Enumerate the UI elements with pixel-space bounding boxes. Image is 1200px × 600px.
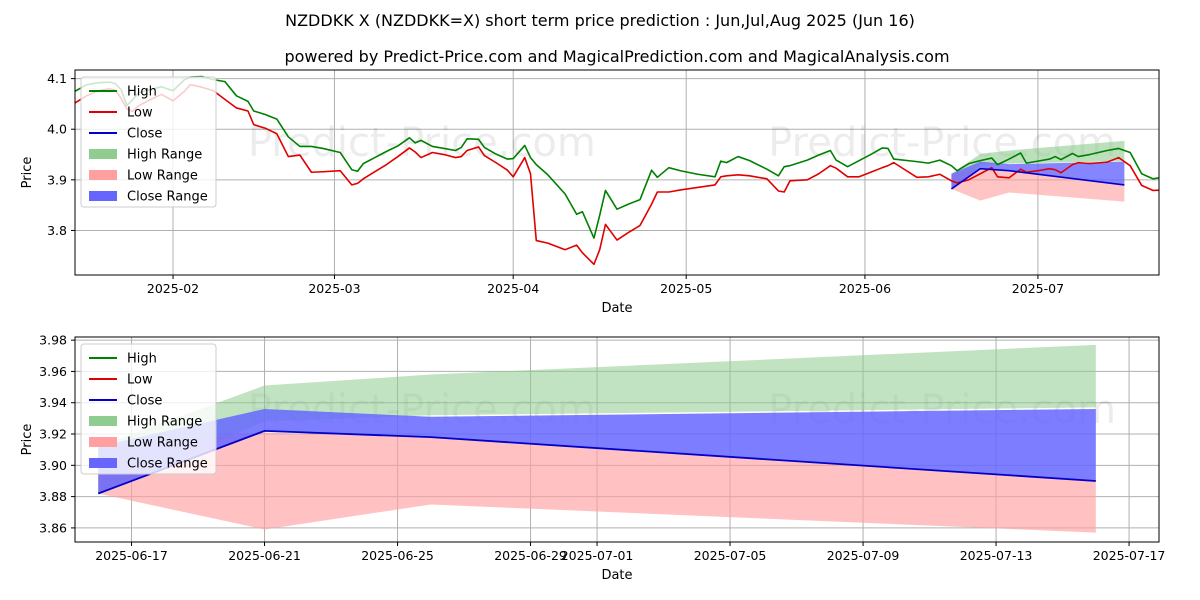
- legend-label: High: [127, 85, 157, 100]
- legend-label: Low: [127, 373, 153, 388]
- y-tick-label: 4.0: [47, 122, 67, 137]
- y-tick-label: 3.90: [39, 458, 67, 473]
- legend-low-range-swatch: [89, 170, 117, 180]
- chart-title: NZDDKK X (NZDDKK=X) short term price pre…: [285, 11, 915, 30]
- forecast-plot-area: [97, 344, 1096, 533]
- legend-label: High: [127, 352, 157, 367]
- legend-high-range-swatch: [89, 416, 117, 426]
- legend-close-range-swatch: [89, 458, 117, 468]
- y-tick-label: 3.94: [39, 395, 67, 410]
- legend-label: Close Range: [127, 190, 208, 205]
- x-tick-label: 2025-06-21: [228, 548, 301, 563]
- x-tick-label: 2025-07-01: [561, 548, 634, 563]
- x-axis-label: Date: [601, 568, 632, 583]
- x-tick-label: 2025-06-29: [494, 548, 567, 563]
- plot-frame: [74, 69, 1160, 276]
- high-range-band: [951, 140, 1125, 189]
- x-tick-label: 2025-03: [308, 281, 360, 296]
- forecast-panel: 2025-06-17 2025-06-21 2025-06-25 2025-06-29…: [20, 333, 1165, 583]
- watermark: Predict-Price.com: [248, 120, 596, 166]
- x-axis-label: Date: [601, 301, 632, 316]
- legend-label: Low Range: [127, 169, 198, 184]
- close-series-line: [950, 167, 1125, 190]
- x-tick-label: 2025-07: [1012, 281, 1064, 296]
- legend-low-range-swatch: [89, 437, 117, 447]
- x-tick-label: 2025-07-13: [960, 548, 1033, 563]
- y-tick-label: 3.9: [47, 172, 67, 187]
- y-tick-label: 3.96: [39, 364, 67, 379]
- close-range-band: [98, 408, 1096, 494]
- y-axis-label: Price: [20, 424, 35, 456]
- x-tick-label: 2025-07-09: [827, 548, 900, 563]
- y-axis-label: Price: [20, 157, 35, 189]
- y-tick-label: 3.92: [39, 427, 67, 442]
- x-tick-label: 2025-06-25: [361, 548, 434, 563]
- x-tick-label: 2025-05: [660, 281, 712, 296]
- y-tick-label: 4.1: [47, 71, 67, 86]
- legend-label: Low Range: [127, 436, 198, 451]
- legend-close-range-swatch: [89, 191, 117, 201]
- legend-label: Close: [127, 394, 162, 409]
- x-tick-label: 2025-02: [147, 281, 199, 296]
- x-tick-label: 2025-07-17: [1093, 548, 1166, 563]
- y-tick-label: 3.88: [39, 489, 67, 504]
- low-range-band: [98, 432, 1096, 533]
- legend-label: Close Range: [127, 457, 208, 472]
- chart-subtitle: powered by Predict-Price.com and Magical…: [284, 47, 949, 66]
- legend-label: High Range: [127, 415, 202, 430]
- high-range-band: [98, 344, 1096, 494]
- y-tick-label: 3.8: [47, 223, 67, 238]
- legend-label: High Range: [127, 148, 202, 163]
- history-panel: 2025-02 2025-03 2025-04 2025-05 2025-06 2025-…: [20, 69, 1160, 316]
- x-tick-label: 2025-06: [839, 281, 891, 296]
- legend-label: Low: [127, 106, 153, 121]
- plot-frame: [74, 336, 1160, 543]
- close-range-band: [951, 161, 1125, 189]
- y-tick-label: 3.86: [39, 520, 67, 535]
- legend-label: Close: [127, 127, 162, 142]
- x-tick-label: 2025-06-17: [95, 548, 168, 563]
- legend-high-range-swatch: [89, 149, 117, 159]
- low-range-band: [951, 169, 1125, 202]
- y-tick-label: 3.98: [39, 333, 67, 348]
- x-tick-label: 2025-07-05: [694, 548, 767, 563]
- x-tick-label: 2025-04: [487, 281, 539, 296]
